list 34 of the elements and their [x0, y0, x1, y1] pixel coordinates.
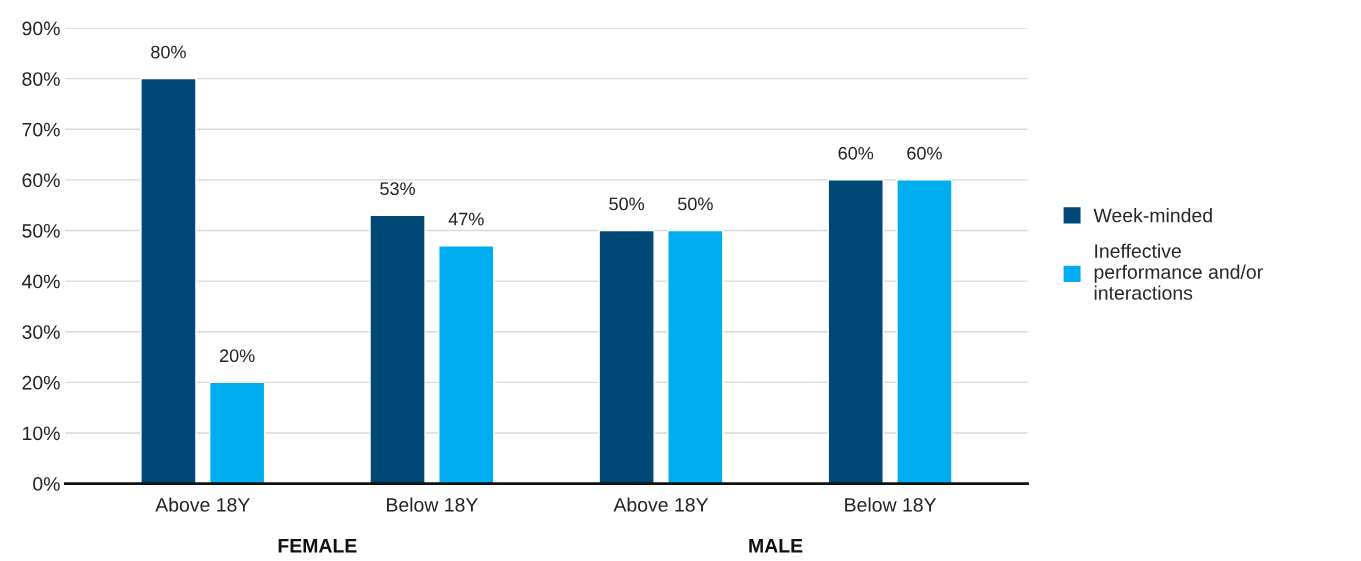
y-tick-label: 50% — [22, 223, 60, 238]
data-label: 47% — [448, 212, 484, 226]
bar — [896, 179, 953, 484]
y-tick-label: 20% — [22, 375, 60, 390]
bar — [208, 381, 266, 484]
data-label: 50% — [609, 197, 645, 211]
data-label: 60% — [907, 146, 942, 160]
data-label: 60% — [838, 146, 874, 160]
x-tick-label: Above 18Y — [613, 497, 709, 512]
text: MALE — [749, 539, 803, 553]
y-tick-label: 80% — [22, 72, 60, 86]
y-tick-label: 40% — [22, 274, 60, 289]
bar — [140, 77, 197, 484]
legend-label: Ineffective performance and/or interactions — [1094, 243, 1263, 300]
data-label: 20% — [219, 349, 255, 363]
y-tick-label: 70% — [22, 122, 60, 137]
y-tick-label: 90% — [22, 21, 60, 36]
x-tick-label: Below 18Y — [387, 497, 478, 512]
bar — [667, 229, 724, 484]
y-tick-label: 60% — [22, 173, 60, 188]
data-label: 53% — [380, 182, 415, 196]
bar — [598, 229, 655, 484]
x-tick-label: Above 18Y — [155, 497, 250, 512]
data-label: 80% — [151, 45, 186, 59]
text: FEMALE — [278, 539, 357, 553]
y-tick-label: 30% — [22, 325, 60, 339]
bar — [827, 179, 884, 484]
y-tick-label: 0% — [33, 477, 60, 491]
bar — [369, 214, 426, 484]
y-tick-label: 10% — [23, 426, 60, 441]
x-tick-label: Below 18Y — [845, 497, 937, 512]
data-label: 50% — [678, 197, 713, 211]
legend-label: Week-minded — [1093, 208, 1212, 223]
bar — [438, 244, 495, 484]
